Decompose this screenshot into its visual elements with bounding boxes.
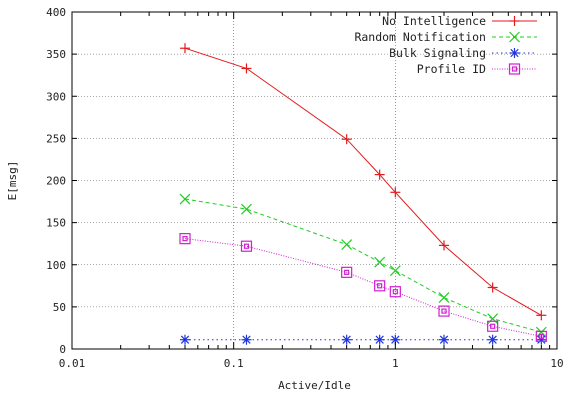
data-point [438, 240, 449, 251]
data-point [341, 266, 353, 278]
y-tick-label: 400 [46, 6, 66, 19]
data-point [509, 16, 520, 26]
data-point [374, 256, 386, 268]
grid-lines [72, 12, 557, 349]
legend-entry: Random Notification [354, 30, 537, 44]
data-point [509, 31, 520, 43]
series-line [184, 238, 542, 337]
data-point [374, 334, 385, 345]
legend-label: Random Notification [354, 30, 486, 44]
x-tick-label: 0.1 [224, 357, 244, 370]
data-point [374, 169, 385, 180]
data-point [487, 334, 498, 345]
legend-entry: No Intelligence [382, 14, 537, 28]
series-layer [179, 43, 547, 345]
y-tick-label: 150 [46, 217, 66, 230]
data-point [438, 334, 449, 345]
data-point [180, 334, 191, 345]
x-tick-label: 1 [392, 357, 399, 370]
data-point [240, 240, 253, 252]
data-point [180, 43, 191, 54]
data-point [389, 265, 401, 277]
y-tick-label: 350 [46, 48, 66, 61]
data-point [438, 305, 450, 317]
series-no-intelligence [180, 43, 547, 321]
axis-ticks: 0 50 100 150 200 250 300 350 400 0.01 0.1 1 10 [46, 6, 564, 370]
x-tick-label: 10 [550, 357, 563, 370]
data-point [241, 63, 252, 74]
data-point [390, 187, 401, 198]
legend-entry: Profile ID [417, 62, 537, 76]
legend-entry: Bulk Signaling [389, 46, 537, 60]
data-point [179, 193, 191, 205]
data-point [341, 134, 352, 145]
y-tick-label: 0 [59, 343, 66, 356]
legend-label: No Intelligence [382, 14, 486, 28]
y-tick-label: 300 [46, 90, 66, 103]
data-point [508, 63, 521, 75]
y-tick-label: 50 [53, 301, 66, 314]
series-profile-id [179, 233, 547, 342]
data-point [241, 203, 252, 215]
series-line [184, 47, 542, 316]
legend-label: Profile ID [417, 62, 486, 76]
data-point [341, 239, 353, 250]
x-tick-label: 0.01 [59, 357, 86, 370]
series-random-notification [179, 193, 547, 338]
y-tick-label: 100 [46, 259, 66, 272]
data-point [438, 292, 450, 304]
data-point [179, 233, 191, 245]
data-point [374, 280, 386, 292]
y-axis-title: E[msg] [6, 161, 19, 201]
x-axis-title: Active/Idle [278, 379, 351, 392]
data-point [536, 310, 547, 321]
legend: No Intelligence Random Notification Bulk S… [354, 14, 537, 76]
series-line [184, 198, 542, 333]
data-point [389, 286, 401, 298]
data-point [509, 48, 520, 58]
y-tick-label: 200 [46, 175, 66, 188]
data-point [487, 313, 499, 325]
data-point [241, 334, 252, 345]
series-bulk-signaling [180, 334, 547, 345]
data-point [487, 320, 499, 332]
legend-label: Bulk Signaling [389, 46, 486, 60]
y-tick-label: 250 [46, 132, 66, 145]
data-point [487, 282, 498, 293]
data-point [535, 330, 547, 342]
data-point [341, 334, 352, 345]
